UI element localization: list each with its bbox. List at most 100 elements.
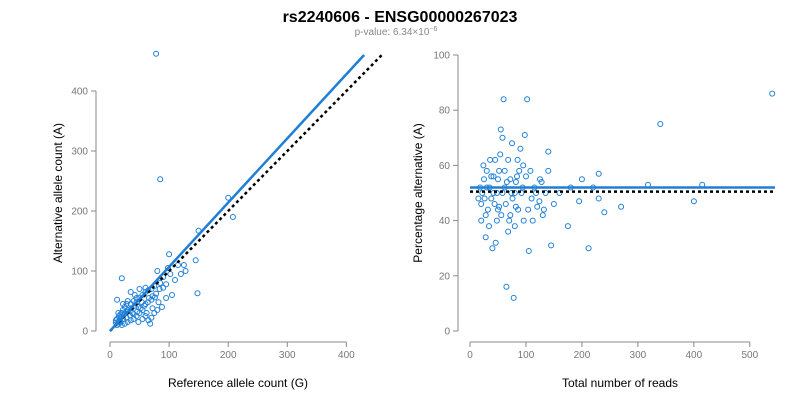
data-point bbox=[143, 310, 150, 316]
data-point bbox=[498, 212, 505, 219]
data-point bbox=[155, 299, 162, 306]
data-point bbox=[511, 223, 518, 230]
data-point bbox=[503, 179, 510, 185]
reference-line bbox=[109, 54, 383, 332]
data-point bbox=[163, 281, 170, 288]
x-tick-label: 200 bbox=[574, 350, 591, 361]
data-point bbox=[124, 298, 131, 304]
data-point bbox=[520, 217, 527, 224]
pvalue-subtitle: p-value: 6.34×10−6 bbox=[355, 26, 438, 38]
data-point bbox=[156, 286, 163, 292]
data-point bbox=[478, 201, 485, 207]
x-tick-label: 100 bbox=[518, 350, 535, 361]
data-point bbox=[229, 214, 236, 220]
x-tick-label: 0 bbox=[467, 350, 473, 361]
data-point bbox=[502, 201, 509, 207]
data-point bbox=[507, 176, 514, 183]
pvalue-exponent: −6 bbox=[429, 26, 437, 33]
data-point bbox=[505, 228, 512, 235]
data-point bbox=[534, 203, 541, 210]
data-point bbox=[480, 162, 487, 169]
data-point bbox=[167, 271, 174, 277]
data-point bbox=[114, 296, 121, 303]
data-point bbox=[536, 198, 543, 205]
data-point bbox=[141, 302, 148, 309]
data-point bbox=[169, 292, 175, 298]
x-tick-label: 200 bbox=[220, 350, 237, 361]
data-point bbox=[505, 156, 512, 163]
data-point bbox=[157, 176, 164, 183]
data-point bbox=[166, 251, 173, 258]
data-point bbox=[142, 284, 149, 291]
data-point bbox=[514, 173, 520, 180]
data-point bbox=[595, 170, 602, 177]
data-point bbox=[492, 239, 499, 246]
y-tick-label: 80 bbox=[439, 106, 451, 117]
data-point bbox=[576, 198, 583, 205]
right-panel-percentage-alternative: 0 100 200 300 400 500 0 20 40 60 80 100 Total number… bbox=[411, 51, 776, 390]
y-tick-label: 300 bbox=[71, 147, 88, 158]
data-point bbox=[525, 206, 532, 213]
data-point bbox=[488, 195, 495, 202]
data-point bbox=[496, 203, 503, 210]
data-point bbox=[528, 195, 535, 202]
y-tick-label: 200 bbox=[71, 207, 88, 218]
data-point bbox=[127, 289, 134, 295]
data-point bbox=[518, 190, 525, 196]
data-point bbox=[515, 206, 522, 213]
y-tick-label: 60 bbox=[439, 161, 451, 172]
data-point bbox=[542, 190, 549, 196]
data-point bbox=[595, 195, 602, 202]
y-tick-label: 100 bbox=[71, 267, 88, 278]
x-tick-label: 400 bbox=[686, 350, 703, 361]
data-point bbox=[180, 262, 187, 268]
data-point bbox=[489, 245, 496, 252]
y-axis-label: Percentage alternative (A) bbox=[411, 123, 425, 262]
data-point bbox=[136, 286, 143, 292]
data-point bbox=[478, 217, 485, 224]
data-point bbox=[517, 145, 524, 152]
data-point bbox=[151, 294, 158, 301]
data-point bbox=[516, 167, 523, 174]
data-point bbox=[482, 234, 489, 241]
data-point bbox=[497, 126, 504, 133]
data-point bbox=[564, 223, 571, 230]
data-point bbox=[769, 90, 776, 97]
x-tick-label: 100 bbox=[161, 350, 178, 361]
data-point bbox=[509, 140, 515, 147]
data-point bbox=[133, 313, 140, 319]
data-point bbox=[163, 295, 170, 301]
x-tick-label: 500 bbox=[741, 350, 758, 361]
data-point bbox=[115, 310, 122, 316]
y-tick-label: 20 bbox=[439, 271, 451, 282]
data-point bbox=[154, 268, 161, 274]
data-point bbox=[147, 320, 154, 327]
data-point bbox=[492, 156, 499, 163]
data-point bbox=[123, 301, 130, 307]
data-point bbox=[524, 96, 531, 103]
data-point bbox=[512, 179, 519, 185]
data-point bbox=[151, 310, 158, 316]
data-point bbox=[496, 167, 503, 174]
data-point bbox=[154, 307, 161, 313]
y-tick-label: 0 bbox=[82, 327, 88, 338]
data-point bbox=[500, 96, 507, 103]
data-point bbox=[142, 313, 149, 319]
data-point bbox=[507, 212, 514, 219]
data-point bbox=[153, 50, 160, 57]
data-point bbox=[690, 198, 697, 205]
data-point bbox=[657, 121, 664, 127]
data-point bbox=[160, 284, 167, 291]
x-axis-label: Reference allele count (G) bbox=[168, 376, 308, 390]
data-point bbox=[135, 319, 142, 325]
y-tick-label: 40 bbox=[439, 216, 451, 227]
data-point bbox=[550, 201, 557, 207]
data-point bbox=[475, 195, 482, 202]
data-point bbox=[175, 262, 181, 268]
data-point bbox=[499, 134, 506, 141]
data-point bbox=[487, 156, 494, 163]
data-point bbox=[120, 301, 126, 307]
data-point bbox=[131, 292, 138, 298]
data-point bbox=[493, 217, 500, 224]
